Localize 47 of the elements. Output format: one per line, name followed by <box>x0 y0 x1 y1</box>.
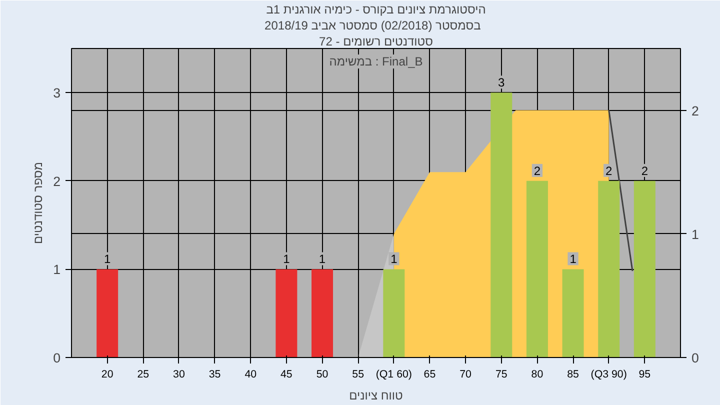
y2-tick-label: 1 <box>692 226 699 242</box>
x-tick-label: 50 <box>316 368 328 380</box>
data-label: 1 <box>283 252 290 266</box>
data-label: 1 <box>104 252 111 266</box>
y-axis-title: מספר סטודנטים <box>31 162 46 244</box>
chart-title: היסטוגרמת ציונים בקורס - כימיה אורגנית 1ב <box>266 2 486 16</box>
data-label: 2 <box>534 164 541 178</box>
x-axis-title: טווח ציונים <box>349 388 404 402</box>
bar <box>526 180 548 358</box>
data-label: 3 <box>498 76 506 90</box>
bar <box>312 269 334 358</box>
data-label: 1 <box>318 252 326 266</box>
bar <box>96 269 118 358</box>
y-tick-label: 3 <box>53 86 61 101</box>
x-tick-label: (Q1 60) <box>376 368 412 380</box>
x-tick-label: 45 <box>280 368 292 380</box>
data-label: 1 <box>570 252 577 266</box>
data-label: 2 <box>641 164 648 178</box>
y2-tick-label: 0 <box>692 350 699 366</box>
bar <box>634 180 656 358</box>
y-tick-label: 1 <box>53 262 61 278</box>
bar <box>490 92 512 358</box>
x-tick-label: 55 <box>352 368 364 380</box>
x-tick-label: 35 <box>208 368 221 380</box>
x-tick-label: 30 <box>173 368 185 380</box>
x-tick-label: 25 <box>137 368 150 380</box>
data-label: 2 <box>606 164 613 178</box>
y-tick-label: 2 <box>53 174 61 189</box>
y-tick-label: 0 <box>53 350 61 366</box>
x-tick-label: (Q3 90) <box>590 368 627 380</box>
bar <box>276 269 298 358</box>
x-tick-label: 65 <box>424 368 436 380</box>
x-tick-label: 20 <box>101 368 114 380</box>
data-label: 1 <box>390 252 398 266</box>
bar <box>383 269 405 358</box>
annotation: סטודנטים רשומים - 72 <box>319 34 434 48</box>
x-tick-label: 70 <box>460 368 472 380</box>
x-tick-label: 80 <box>531 368 544 380</box>
bar <box>598 180 620 358</box>
bar <box>562 269 584 358</box>
chart-subtitle: בסמסטר (02/2018) סמסטר אביב 2018/19 <box>264 18 481 32</box>
x-tick-label: 40 <box>244 368 257 380</box>
y2-tick-label: 2 <box>692 103 699 118</box>
x-tick-label: 85 <box>567 368 580 380</box>
annotation: במשימה : Final_B <box>329 54 423 68</box>
x-tick-label: 75 <box>495 368 508 380</box>
x-tick-label: 95 <box>638 368 651 380</box>
